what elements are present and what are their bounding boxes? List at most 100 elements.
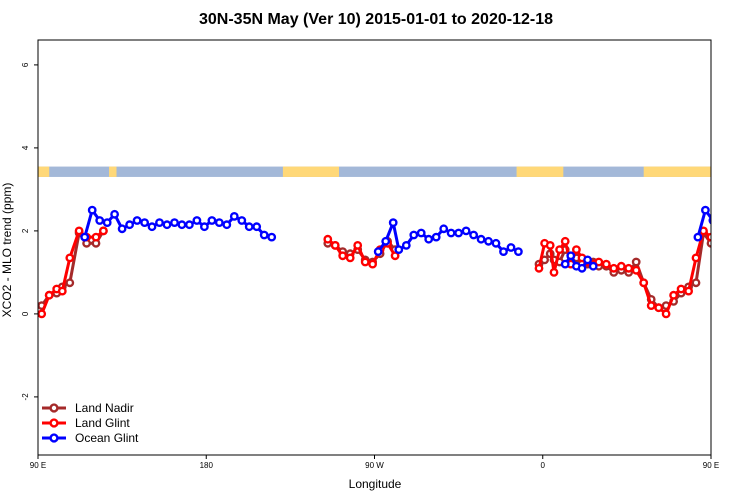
land-glint-point [654,303,664,313]
ocean-glint-point [214,218,224,228]
land-nadir-point [691,278,701,288]
x-tick-label: 90 W [365,461,384,470]
land-glint-point [368,259,377,269]
ocean-glint-point [207,216,217,225]
land-glint-point [624,263,634,273]
ocean-glint-point [184,220,194,230]
x-tick-label: 180 [200,461,214,470]
ocean-glint-point [454,228,463,238]
ocean-glint-point [469,230,478,240]
land-glint-point [65,253,75,263]
land-glint-point [723,228,729,234]
ocean-glint-point [155,218,164,228]
ocean-glint-point [491,238,501,248]
y-tick-label: -2 [21,393,30,401]
x-axis-label: Longitude [349,477,402,491]
land-glint-point [594,257,604,267]
ocean-glint-point [566,251,576,261]
land-glint-point [684,286,693,296]
ocean-glint-point [446,228,456,238]
land-glint-point [338,251,348,261]
ocean-glint-point [87,205,97,215]
ocean-glint-point [506,243,516,252]
ocean-glint-point [80,232,90,242]
ocean-glint-point [244,222,254,232]
land-glint-point [323,234,333,244]
y-tick-label: 4 [21,145,30,150]
land-glint-point [549,267,559,277]
ocean-glint-point [199,222,209,232]
land-glint-point [646,301,656,310]
land-band-segment [282,166,339,177]
ocean-glint-point [373,247,383,257]
ocean-glint-point [717,219,723,225]
legend-label-land-nadir: Land Nadir [75,401,134,415]
ocean-glint-point [732,226,738,232]
ocean-glint-point [701,205,710,215]
x-tick-label: 0 [541,461,546,470]
land-glint-point [555,245,564,255]
land-glint-point [560,236,570,246]
x-tick-label: 90 E [703,461,719,470]
ocean-glint-point [394,245,404,255]
legend-label-land-glint: Land Glint [75,416,130,430]
ocean-glint-point [484,236,493,246]
series-layer [38,205,746,319]
land-glint-point [38,309,47,319]
land-glint-point [661,309,671,319]
land-glint-point [44,290,54,300]
land-glint-point [330,240,340,250]
chart-title: 30N-35N May (Ver 10) 2015-01-01 to 2020-… [199,11,553,28]
land-glint-point [360,257,370,267]
land-nadir-point [65,278,75,288]
ocean-glint-point [140,218,150,228]
ocean-glint-point [102,218,112,228]
plot-frame [37,39,712,456]
land-glint-point [390,251,400,261]
legend-marker-land-glint [49,418,59,428]
land-glint-point [676,284,686,294]
land-glint-point [345,253,355,263]
land-glint-point [91,232,101,242]
ocean-glint-point [725,211,731,217]
ocean-glint-point [388,218,398,228]
ocean-glint-point [461,226,471,236]
ocean-glint-point [424,234,434,244]
land-glint-point [534,263,544,273]
x-axis: 90 E 180 90 W 0 90 E [30,455,719,470]
ocean-glint-point [162,220,172,230]
y-tick-label: 2 [21,228,30,233]
land-glint-line [326,238,397,266]
ocean-glint-point [693,232,703,242]
land-glint-point [545,240,555,250]
legend-label-ocean-glint: Ocean Glint [75,431,139,445]
ocean-glint-point [132,216,142,225]
land-band-segment [643,166,711,177]
ocean-glint-point [237,216,247,225]
ocean-glint-point [514,247,523,257]
land-glint-point [572,245,581,255]
ocean-glint-point [252,222,262,232]
land-glint-point [691,253,701,263]
ocean-glint-point [588,261,598,271]
land-glint-point [639,278,649,288]
land-glint-point [616,261,626,271]
land-nadir-point [631,257,641,267]
ocean-glint-point [110,209,120,219]
land-glint-point [99,226,108,236]
land-glint-point [353,240,363,250]
ocean-glint-point [401,240,411,250]
ocean-glint-point [740,222,746,228]
land-glint-point [669,290,678,300]
ocean-glint-point [117,224,127,234]
legend-marker-ocean-glint [49,433,59,443]
ocean-glint-point [222,220,232,230]
land-glint-point [74,226,84,236]
ocean-glint-point [416,228,426,238]
ocean-glint-point [381,236,391,246]
ocean-glint-point [560,259,570,269]
x-tick-label: 90 E [30,461,46,470]
y-axis-label: XCO2 - MLO trend (ppm) [0,183,14,318]
ocean-glint-point [192,216,202,225]
